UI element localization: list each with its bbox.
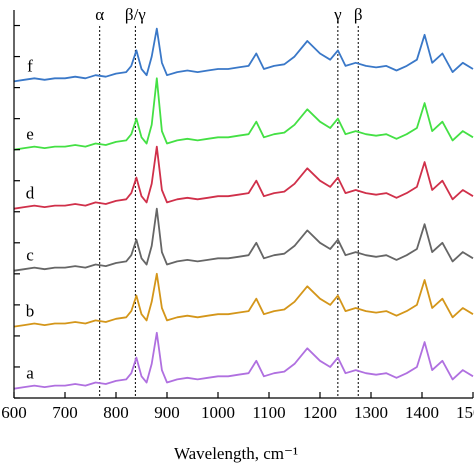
annotation-label: α — [95, 5, 104, 24]
x-tick-label: 1200 — [303, 403, 337, 422]
spectrum-line — [13, 207, 474, 272]
x-tick-label: 1300 — [354, 403, 388, 422]
series-label: d — [26, 184, 35, 203]
series-label: b — [26, 302, 35, 321]
spectrum-line — [13, 77, 474, 151]
x-tick-label: 1400 — [405, 403, 439, 422]
series-label: e — [26, 125, 34, 144]
annotation-label: β — [354, 5, 363, 24]
x-tick-label: 1000 — [201, 403, 235, 422]
spectrum-line — [13, 145, 474, 210]
annotation-label: γ — [333, 5, 342, 24]
series-label: a — [26, 364, 34, 383]
x-tick-label: 900 — [154, 403, 180, 422]
annotation-label: β/γ — [125, 5, 146, 24]
x-tick-label: 700 — [52, 403, 78, 422]
x-tick-label: 1500 — [456, 403, 474, 422]
spectrum-line — [13, 27, 474, 83]
series-label: c — [26, 246, 34, 265]
spectrum-line — [13, 272, 474, 328]
x-tick-label: 1100 — [252, 403, 285, 422]
spectrum-line — [13, 331, 474, 390]
series-label: f — [27, 56, 33, 75]
x-tick-label: 800 — [103, 403, 129, 422]
x-tick-label: 600 — [1, 403, 27, 422]
x-axis-label: Wavelength, cm⁻¹ — [174, 444, 298, 463]
